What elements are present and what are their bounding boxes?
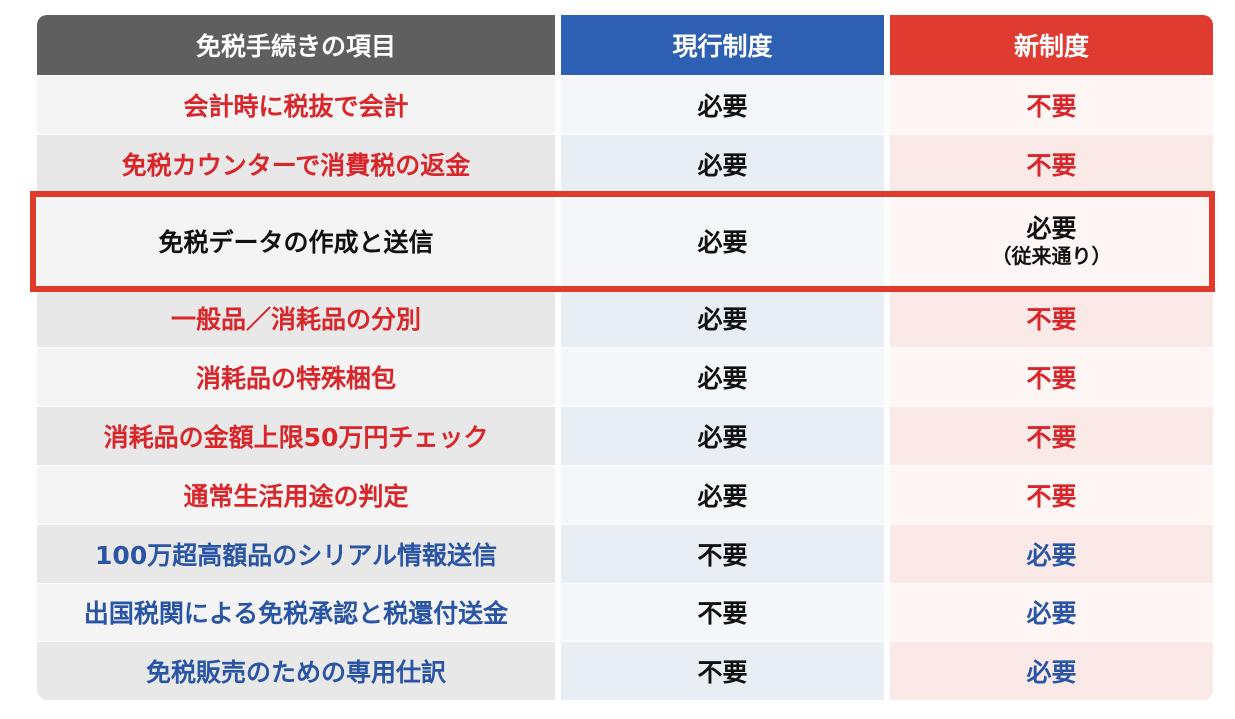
row-new: 必要	[890, 583, 1213, 642]
row-item: 会計時に税抜で会計	[37, 76, 555, 134]
header-new-system: 新制度	[890, 15, 1213, 75]
row-new: 不要	[890, 289, 1213, 348]
table-row: 通常生活用途の判定 必要 不要	[37, 464, 1213, 524]
row-item: 通常生活用途の判定	[37, 465, 555, 524]
row-new: 不要	[890, 407, 1213, 465]
table-row: 消耗品の金額上限50万円チェック 必要 不要	[37, 406, 1213, 465]
row-current: 必要	[561, 348, 884, 407]
row-current: 不要	[561, 642, 884, 701]
table-row: 100万超高額品のシリアル情報送信 不要 必要	[37, 523, 1213, 583]
row-current: 必要	[561, 76, 884, 134]
header-item: 免税手続きの項目	[37, 15, 555, 75]
row-current: 必要	[561, 465, 884, 524]
row-new: 不要	[890, 134, 1213, 193]
row-item: 消耗品の特殊梱包	[37, 348, 555, 407]
table-row: 消耗品の特殊梱包 必要 不要	[37, 347, 1213, 407]
row-item: 消耗品の金額上限50万円チェック	[37, 407, 555, 465]
row-new: 不要	[890, 465, 1213, 524]
row-new: 必要	[890, 524, 1213, 583]
table-row: 免税カウンターで消費税の返金 必要 不要	[37, 133, 1213, 193]
table-row-highlighted: 免税データの作成と送信 必要 必要 （従来通り）	[37, 192, 1213, 289]
row-new-value: 必要	[1026, 214, 1077, 244]
row-item: 一般品／消耗品の分別	[37, 289, 555, 348]
row-current: 必要	[561, 134, 884, 193]
row-new: 必要 （従来通り）	[890, 193, 1213, 289]
header-current-system: 現行制度	[561, 15, 884, 75]
row-current: 不要	[561, 524, 884, 583]
row-current: 必要	[561, 193, 884, 289]
row-item: 免税販売のための専用仕訳	[37, 642, 555, 701]
row-item: 100万超高額品のシリアル情報送信	[37, 524, 555, 583]
row-new-note: （従来通り）	[991, 244, 1112, 269]
row-item: 免税カウンターで消費税の返金	[37, 134, 555, 193]
table-row: 一般品／消耗品の分別 必要 不要	[37, 288, 1213, 348]
comparison-table: 免税手続きの項目 現行制度 新制度 会計時に税抜で会計 必要 不要 免税カウンタ…	[37, 15, 1213, 701]
row-item: 免税データの作成と送信	[37, 193, 555, 289]
table-row: 免税販売のための専用仕訳 不要 必要	[37, 641, 1213, 701]
table-row: 会計時に税抜で会計 必要 不要	[37, 75, 1213, 134]
row-new: 不要	[890, 348, 1213, 407]
row-current: 必要	[561, 289, 884, 348]
row-new: 必要	[890, 642, 1213, 701]
table-header: 免税手続きの項目 現行制度 新制度	[37, 15, 1213, 75]
row-current: 不要	[561, 583, 884, 642]
row-current: 必要	[561, 407, 884, 465]
row-new: 不要	[890, 76, 1213, 134]
row-item: 出国税関による免税承認と税還付送金	[37, 583, 555, 642]
table-row: 出国税関による免税承認と税還付送金 不要 必要	[37, 582, 1213, 642]
